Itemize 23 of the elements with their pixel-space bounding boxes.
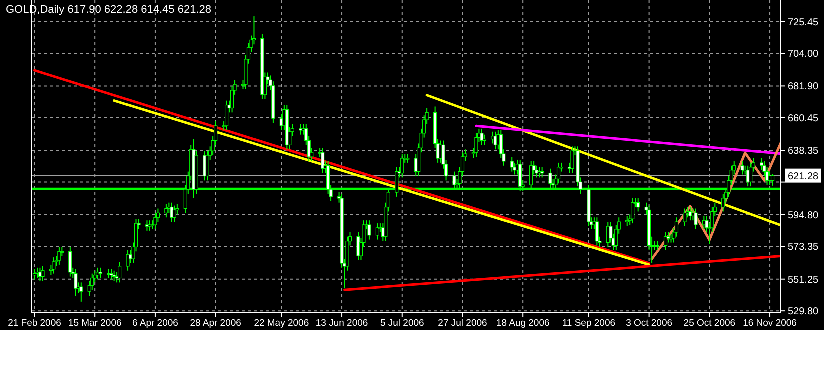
y-tick-label: 725.45 xyxy=(788,17,820,28)
x-tick-label: 15 Mar 2006 xyxy=(68,318,122,329)
y-tick-label: 638.35 xyxy=(788,146,820,158)
x-tick-label: 28 Apr 2006 xyxy=(190,318,242,329)
y-tick-label: 551.25 xyxy=(788,274,820,286)
y-tick-label: 573.35 xyxy=(788,242,820,254)
y-tick-label: 594.80 xyxy=(788,210,820,222)
y-tick-label: 704.00 xyxy=(788,49,820,60)
x-tick-label: 3 Oct 2006 xyxy=(626,318,673,329)
x-tick-label: 22 May 2006 xyxy=(254,318,310,329)
ref-line-label: 621.28 xyxy=(788,171,820,182)
x-tick-label: 13 Jun 2006 xyxy=(316,318,368,329)
x-tick-label: 18 Aug 2006 xyxy=(496,318,550,329)
x-tick-label: 5 Jul 2006 xyxy=(380,318,424,329)
y-tick-label: 660.45 xyxy=(788,113,820,124)
x-tick-label: 11 Sep 2006 xyxy=(562,318,616,329)
x-tick-label: 16 Nov 2006 xyxy=(743,318,797,329)
x-tick-label: 27 Jul 2006 xyxy=(438,318,488,329)
x-tick-label: 25 Oct 2006 xyxy=(684,318,736,329)
y-tick-label: 529.80 xyxy=(788,306,820,318)
y-tick-label: 681.90 xyxy=(788,82,820,93)
x-tick-label: 6 Apr 2006 xyxy=(132,318,178,329)
x-tick-label: 21 Feb 2006 xyxy=(8,318,62,329)
